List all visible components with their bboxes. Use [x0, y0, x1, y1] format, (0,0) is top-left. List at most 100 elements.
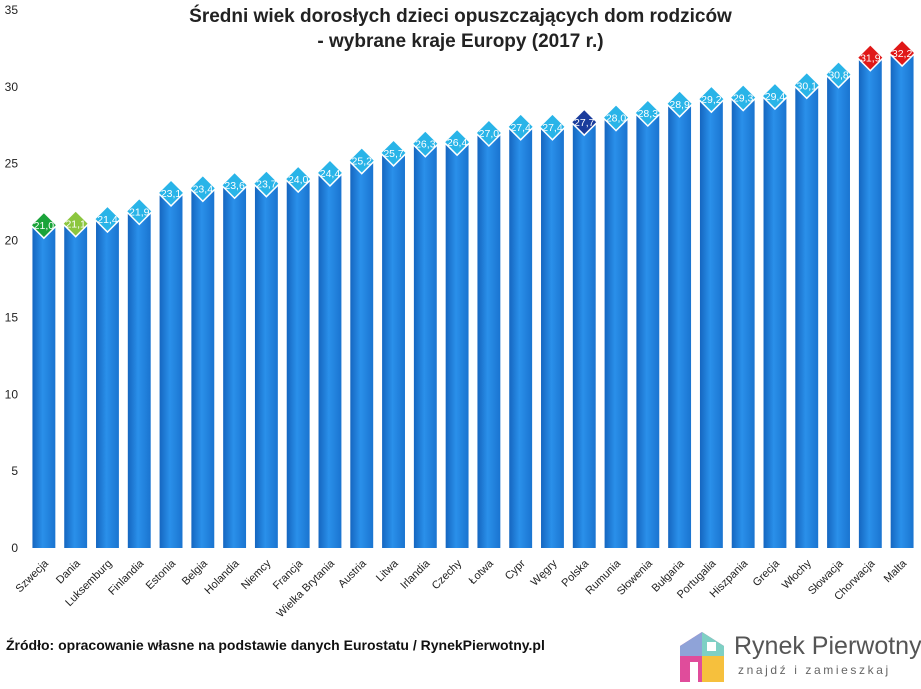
- value-marker: 29,2: [697, 85, 726, 114]
- bar: [509, 126, 533, 548]
- value-label: 27,4: [510, 122, 531, 134]
- value-marker-diamond: [665, 89, 694, 118]
- y-tick-label: 25: [5, 157, 19, 171]
- value-label: 23,7: [256, 179, 277, 191]
- y-tick-label: 0: [11, 541, 18, 555]
- value-label: 23,1: [161, 188, 182, 200]
- bar: [477, 132, 501, 548]
- value-label: 24,0: [288, 174, 309, 186]
- value-label: 23,6: [224, 180, 245, 192]
- value-marker-diamond: [792, 71, 821, 100]
- bar: [858, 57, 882, 548]
- value-marker-diamond: [284, 165, 313, 194]
- bar: [64, 223, 88, 549]
- bar: [827, 74, 850, 548]
- value-marker-diamond: [252, 169, 281, 198]
- source-note: Źródło: opracowanie własne na podstawie …: [6, 637, 545, 653]
- value-marker-diamond: [93, 204, 122, 234]
- value-marker-diamond: [697, 85, 726, 114]
- x-tick-label: Grecja: [751, 557, 783, 589]
- value-marker-diamond: [29, 211, 58, 240]
- x-tick-label: Holandia: [203, 557, 243, 597]
- bar: [604, 117, 628, 548]
- bar: [254, 183, 278, 548]
- value-marker-diamond: [506, 112, 535, 141]
- bar: [127, 211, 151, 548]
- x-tick-label: Dania: [54, 557, 83, 586]
- value-marker-diamond: [443, 128, 472, 157]
- value-marker-diamond: [156, 178, 186, 207]
- value-marker: 29,4: [760, 82, 790, 111]
- bar: [318, 172, 342, 549]
- value-marker-diamond: [824, 60, 853, 89]
- value-label: 27,4: [542, 122, 563, 134]
- value-label: 24,4: [320, 168, 341, 180]
- bar: [286, 179, 310, 549]
- bar: [350, 160, 374, 548]
- y-tick-label: 5: [11, 464, 18, 478]
- x-tick-label: Szwecja: [14, 557, 52, 595]
- y-tick-label: 20: [5, 234, 19, 248]
- y-tick-label: 35: [5, 3, 19, 17]
- x-tick-label: Cypr: [503, 557, 528, 582]
- value-marker-diamond: [474, 118, 503, 148]
- value-marker: 29,3: [729, 83, 758, 112]
- bar: [763, 96, 787, 548]
- value-label: 32,2: [892, 48, 913, 60]
- bar: [636, 112, 660, 548]
- value-label: 30,8: [828, 70, 849, 82]
- value-label: 28,9: [669, 99, 690, 111]
- x-tick-label: Niemcy: [239, 557, 274, 592]
- value-marker-diamond: [125, 197, 154, 226]
- value-label: 28,0: [606, 113, 627, 125]
- x-tick-label: Słowenia: [615, 557, 656, 598]
- bar: [668, 103, 692, 548]
- value-marker-diamond: [315, 158, 345, 187]
- value-marker-diamond: [856, 43, 885, 72]
- value-marker: 21,4: [93, 204, 122, 234]
- value-marker-diamond: [538, 112, 567, 141]
- value-marker: 28,3: [633, 98, 662, 128]
- value-marker: 23,4: [188, 174, 217, 203]
- y-tick-label: 10: [5, 387, 19, 401]
- y-tick-label: 30: [5, 80, 19, 94]
- value-label: 30,1: [797, 80, 818, 92]
- bar: [445, 142, 469, 549]
- value-marker: 25,2: [347, 146, 376, 175]
- value-marker: 24,0: [284, 165, 313, 194]
- value-marker: 23,1: [156, 178, 186, 207]
- bar: [699, 99, 723, 548]
- value-marker-diamond: [601, 103, 631, 132]
- x-tick-label: Malta: [882, 557, 910, 585]
- value-label: 26,4: [447, 137, 468, 149]
- value-marker: 26,4: [443, 128, 472, 157]
- value-label: 21,1: [65, 219, 86, 231]
- x-tick-label: Belgia: [180, 557, 211, 588]
- value-label: 25,2: [352, 156, 373, 168]
- value-marker-diamond: [61, 209, 90, 238]
- logo-name: Rynek Pierwotny: [734, 632, 921, 660]
- value-label: 28,3: [638, 108, 659, 120]
- x-tick-label: Finlandia: [106, 557, 147, 598]
- x-tick-label: Litwa: [374, 557, 401, 584]
- value-marker: 30,1: [792, 71, 821, 100]
- bar: [572, 122, 596, 548]
- value-marker: 24,4: [315, 158, 345, 187]
- value-marker-diamond: [570, 108, 599, 137]
- value-marker-diamond: [411, 129, 440, 158]
- y-tick-label: 15: [5, 310, 19, 324]
- value-marker: 21,1: [61, 209, 90, 238]
- chart-title: Średni wiek dorosłych dzieci opuszczając…: [0, 4, 921, 54]
- value-marker: 27,0: [474, 118, 503, 148]
- value-label: 29,2: [701, 94, 722, 106]
- value-label: 29,3: [733, 93, 754, 105]
- bar: [191, 188, 215, 548]
- bar: [890, 53, 914, 548]
- bar: [541, 126, 564, 548]
- value-marker: 31,9: [856, 43, 885, 72]
- bar: [223, 185, 247, 548]
- bar: [159, 192, 183, 549]
- x-tick-label: Łotwa: [467, 557, 497, 587]
- value-marker-diamond: [729, 83, 758, 112]
